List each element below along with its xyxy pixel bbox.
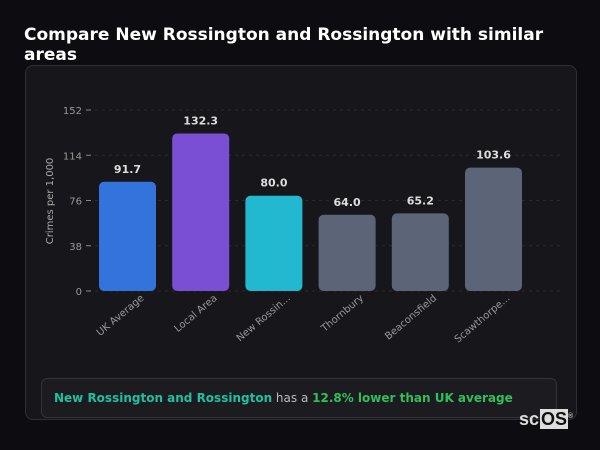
x-tick-label: New Rossin...	[235, 293, 293, 344]
logo-prefix: sc	[519, 409, 540, 429]
bar	[172, 133, 230, 291]
summary-middle: has a	[272, 391, 313, 405]
y-tick-label: 114	[63, 151, 82, 162]
bar-value-label: 103.6	[476, 149, 511, 162]
logo-box: OS	[540, 409, 569, 429]
bar	[245, 195, 303, 291]
y-tick-label: 0	[76, 287, 82, 298]
bar-value-label: 65.2	[407, 194, 434, 207]
page-title: Compare New Rossington and Rossington wi…	[24, 25, 544, 65]
y-tick-label: 152	[63, 106, 82, 117]
x-tick-label: Scawthorpe...	[453, 293, 513, 346]
bar-value-label: 80.0	[260, 177, 287, 190]
logo-mark: ®	[568, 413, 574, 420]
summary-box: New Rossington and Rossington has a 12.8…	[41, 378, 557, 418]
x-tick-label: UK Average	[95, 293, 147, 339]
x-tick-label: Beaconsfield	[383, 293, 439, 342]
bar	[465, 167, 522, 291]
x-tick-label: Local Area	[173, 293, 220, 335]
y-tick-label: 38	[69, 242, 82, 253]
summary-area: New Rossington and Rossington	[54, 391, 273, 405]
x-tick-label: Thornbury	[319, 293, 366, 335]
y-axis-label: Crimes per 1,000	[45, 158, 56, 245]
bar-value-label: 64.0	[334, 196, 361, 209]
summary-result: 12.8% lower than UK average	[312, 391, 513, 405]
scos-logo: sc OS®	[518, 409, 573, 430]
bar	[99, 181, 156, 291]
y-tick-label: 76	[69, 197, 82, 208]
bar-value-label: 132.3	[183, 114, 218, 127]
bar	[391, 213, 449, 291]
bar	[318, 214, 376, 291]
bar-value-label: 91.7	[114, 163, 141, 176]
